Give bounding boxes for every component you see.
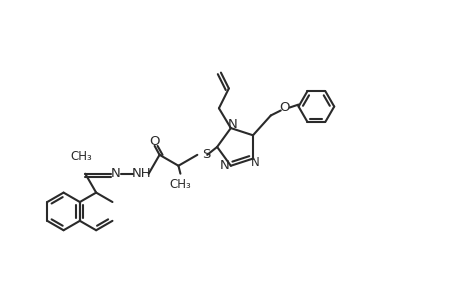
Text: O: O	[279, 101, 289, 114]
Text: N: N	[228, 118, 237, 130]
Text: N: N	[219, 159, 229, 172]
Text: N: N	[250, 156, 259, 169]
Text: CH₃: CH₃	[169, 178, 191, 190]
Text: N: N	[111, 167, 121, 180]
Text: NH: NH	[132, 167, 151, 180]
Text: O: O	[149, 136, 160, 148]
Text: CH₃: CH₃	[70, 150, 92, 163]
Text: S: S	[202, 148, 210, 161]
